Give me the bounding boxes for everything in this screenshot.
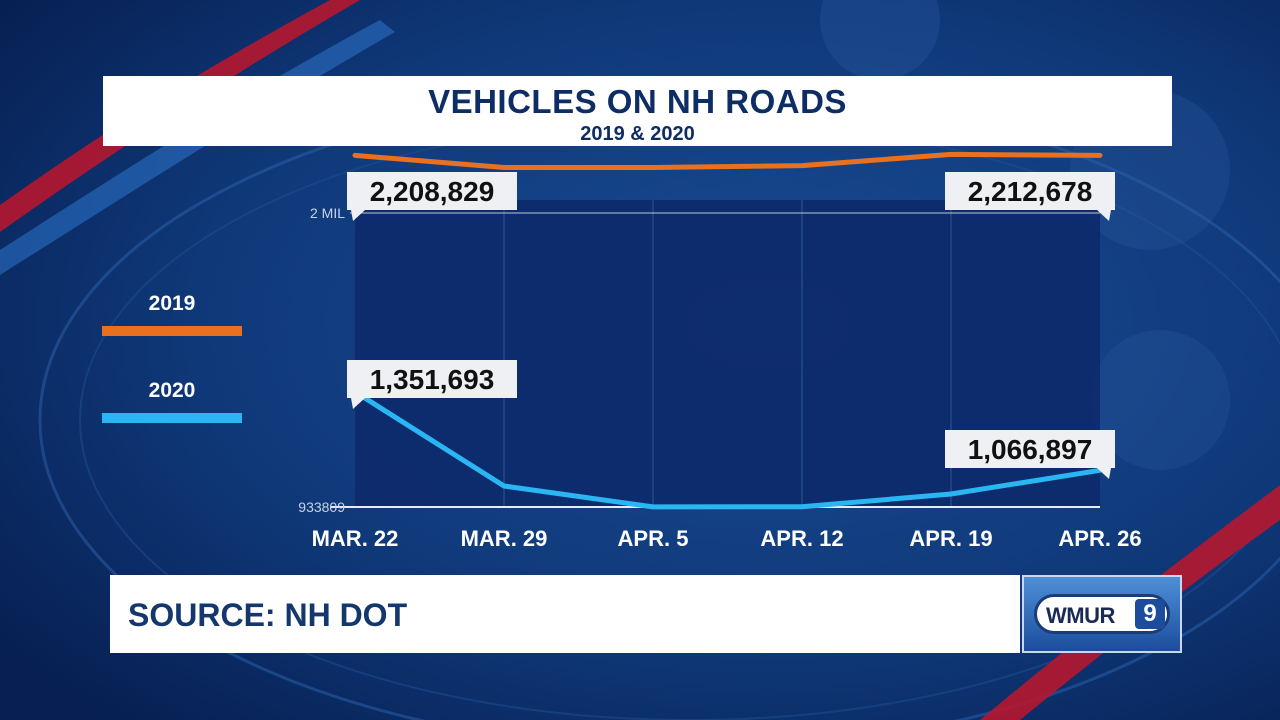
legend-swatch-2019 <box>102 326 242 336</box>
data-label: 2,208,829 <box>370 176 495 207</box>
data-point <box>651 505 655 509</box>
y-tick-label: 933809 <box>298 499 345 515</box>
x-tick-label: MAR. 29 <box>461 526 548 551</box>
data-label-pointer <box>351 210 365 221</box>
data-point <box>651 166 655 170</box>
data-label-pointer <box>1097 468 1111 479</box>
data-point <box>800 505 804 509</box>
data-point <box>949 492 953 496</box>
logo-numeral: 9 <box>1135 599 1165 629</box>
data-point <box>1098 153 1102 157</box>
data-label-box <box>945 430 1115 468</box>
source-text: SOURCE: NH DOT <box>128 597 408 633</box>
x-tick-label: APR. 12 <box>760 526 843 551</box>
data-point <box>502 166 506 170</box>
series-line-2019 <box>352 151 1103 170</box>
x-tick-label: APR. 26 <box>1058 526 1141 551</box>
series-line-2020 <box>352 389 1103 510</box>
y-tick-label: 2 MIL <box>310 205 345 221</box>
logo-text: WMUR <box>1046 603 1115 628</box>
data-label-box <box>347 172 517 210</box>
title-bar: VEHICLES ON NH ROADS 2019 & 2020 <box>103 76 1172 146</box>
x-tick-label: APR. 19 <box>909 526 992 551</box>
data-label: 1,066,897 <box>968 434 1093 465</box>
station-logo: WMUR 9 <box>1022 575 1182 653</box>
x-tick-label: APR. 5 <box>618 526 689 551</box>
chart-title: VEHICLES ON NH ROADS <box>428 83 847 120</box>
data-label-box <box>945 172 1115 210</box>
data-point <box>502 484 506 488</box>
data-point <box>353 153 357 157</box>
data-label-box <box>347 360 517 398</box>
data-point <box>949 152 953 156</box>
data-label-pointer <box>351 398 365 409</box>
legend-label-2020: 2020 <box>149 379 196 402</box>
source-bar: SOURCE: NH DOT <box>110 575 1020 653</box>
data-label: 2,212,678 <box>968 176 1093 207</box>
data-label-pointer <box>1097 210 1111 221</box>
logo-badge: WMUR 9 <box>1034 594 1170 634</box>
legend-label-2019: 2019 <box>149 292 196 315</box>
chart-subtitle: 2019 & 2020 <box>580 123 695 145</box>
legend-swatch-2020 <box>102 413 242 423</box>
data-label: 1,351,693 <box>370 364 495 395</box>
data-point <box>800 164 804 168</box>
x-tick-label: MAR. 22 <box>312 526 399 551</box>
